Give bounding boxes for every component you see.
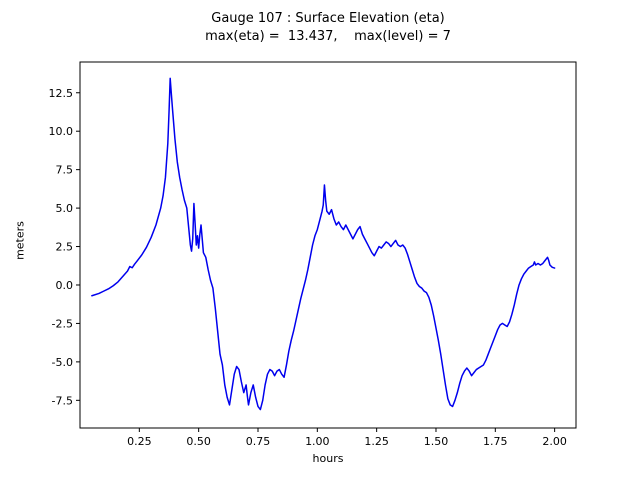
- y-tick-label: 5.0: [56, 202, 74, 215]
- y-tick-label: -7.5: [52, 394, 73, 407]
- y-tick-label: -5.0: [52, 356, 73, 369]
- y-tick-label: 7.5: [56, 164, 74, 177]
- x-tick-label: 1.25: [364, 435, 389, 448]
- eta-line-series: [91, 77, 556, 411]
- x-tick-label: 0.50: [186, 435, 211, 448]
- x-tick-label: 0.25: [127, 435, 152, 448]
- y-tick-label: 10.0: [49, 125, 74, 138]
- x-tick-label: 2.00: [542, 435, 567, 448]
- x-tick-label: 1.75: [483, 435, 508, 448]
- y-tick-label: 12.5: [49, 87, 74, 100]
- y-axis-label: meters: [13, 221, 27, 260]
- x-tick-label: 0.75: [246, 435, 271, 448]
- chart-title: Gauge 107 : Surface Elevation (eta) max(…: [80, 10, 576, 46]
- y-tick-label: 0.0: [56, 279, 74, 292]
- y-tick-label: 2.5: [56, 241, 74, 254]
- x-axis-label: hours: [312, 452, 344, 465]
- y-tick-label: -2.5: [52, 317, 73, 330]
- x-tick-label: 1.50: [424, 435, 449, 448]
- x-tick-label: 1.00: [305, 435, 330, 448]
- chart-title-line1: Gauge 107 : Surface Elevation (eta): [211, 11, 445, 26]
- chart-title-line2: max(eta) = 13.437, max(level) = 7: [205, 29, 451, 44]
- axes-frame: [79, 61, 577, 429]
